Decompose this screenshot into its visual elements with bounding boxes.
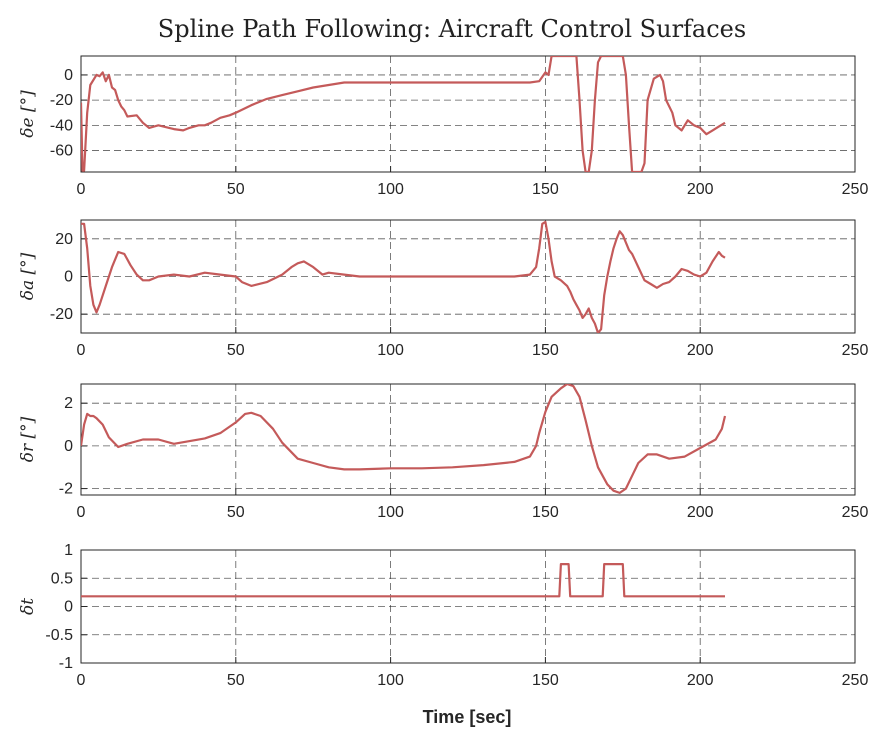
x-tick-label: 250 xyxy=(842,342,869,359)
y-tick-label: 2 xyxy=(64,395,73,412)
series-line-throttle xyxy=(81,563,725,598)
x-tick-label: 150 xyxy=(532,672,559,689)
plot-area-elevator xyxy=(80,55,856,173)
x-tick-label: 0 xyxy=(77,181,86,198)
y-tick-label: 0 xyxy=(64,269,73,286)
series-line-aileron xyxy=(81,220,726,333)
y-axis-label-elevator: δe [°] xyxy=(18,90,38,138)
x-tick-label: 50 xyxy=(227,342,245,359)
x-tick-label: 0 xyxy=(77,342,86,359)
subplot-throttle: 0 50 100 150 200 250 1 0.5 0 -0.5 -1 δt xyxy=(18,542,868,689)
x-tick-label: 250 xyxy=(842,181,869,198)
x-tick-label: 150 xyxy=(532,504,559,521)
chart-title: Spline Path Following: Aircraft Control … xyxy=(158,15,746,43)
y-tick-label: -1 xyxy=(59,655,73,672)
x-tick-label: 0 xyxy=(77,672,86,689)
x-tick-label: 50 xyxy=(227,672,245,689)
y-tick-label: 0 xyxy=(64,438,73,455)
y-tick-label: 0 xyxy=(64,599,73,616)
x-tick-label: 200 xyxy=(687,181,714,198)
x-axis-label: Time [sec] xyxy=(423,707,512,727)
x-tick-label: 150 xyxy=(532,181,559,198)
x-tick-label: 150 xyxy=(532,342,559,359)
x-tick-label: 200 xyxy=(687,672,714,689)
x-tick-label: 250 xyxy=(842,504,869,521)
y-tick-label: 0.5 xyxy=(51,570,73,587)
y-tick-label: -0.5 xyxy=(45,627,73,644)
y-axis-label-throttle: δt xyxy=(18,598,38,615)
x-tick-label: 0 xyxy=(77,504,86,521)
subplot-elevator: 0 50 100 150 200 250 0 -20 -40 -60 δe [°] xyxy=(18,55,869,198)
x-tick-label: 100 xyxy=(377,342,404,359)
y-tick-label: -20 xyxy=(50,92,73,109)
y-tick-label: 1 xyxy=(64,542,73,559)
x-tick-label: 250 xyxy=(842,672,869,689)
x-tick-label: 200 xyxy=(687,342,714,359)
x-tick-label: 50 xyxy=(227,504,245,521)
y-axis-label-aileron: δa [°] xyxy=(18,252,38,300)
y-tick-label: 20 xyxy=(55,231,73,248)
y-tick-label: -20 xyxy=(50,306,73,323)
x-tick-label: 200 xyxy=(687,504,714,521)
y-tick-label: -40 xyxy=(50,117,73,134)
x-tick-label: 50 xyxy=(227,181,245,198)
series-line-rudder xyxy=(81,384,727,494)
series-line-elevator xyxy=(81,56,726,172)
plot-area-rudder xyxy=(80,383,856,496)
y-axis-label-rudder: δr [°] xyxy=(18,416,38,462)
x-tick-label: 100 xyxy=(377,181,404,198)
x-tick-label: 100 xyxy=(377,504,404,521)
x-tick-label: 100 xyxy=(377,672,404,689)
y-tick-label: -60 xyxy=(50,143,73,160)
y-tick-label: -2 xyxy=(59,481,73,498)
y-tick-label: 0 xyxy=(64,67,73,84)
